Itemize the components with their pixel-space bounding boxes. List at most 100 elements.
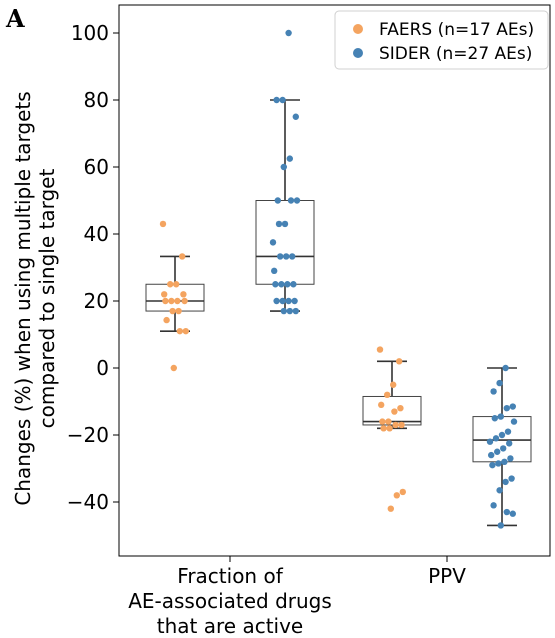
data-point bbox=[179, 253, 186, 260]
data-point bbox=[510, 418, 518, 425]
data-point bbox=[284, 281, 291, 288]
data-point bbox=[396, 358, 403, 365]
data-point bbox=[498, 431, 506, 439]
data-point bbox=[182, 327, 189, 335]
legend-label: FAERS (n=17 AEs) bbox=[379, 20, 534, 40]
data-point bbox=[292, 307, 299, 315]
data-point bbox=[291, 297, 298, 305]
y-axis-label-line: compared to single target bbox=[35, 169, 59, 429]
data-point bbox=[501, 458, 508, 465]
data-point bbox=[496, 379, 503, 387]
data-point bbox=[497, 413, 504, 420]
data-point bbox=[391, 408, 398, 415]
data-point bbox=[506, 440, 513, 447]
y-axis-label-line: Changes (%) when using multiple targets bbox=[11, 91, 35, 505]
data-point bbox=[274, 197, 281, 204]
data-point bbox=[175, 307, 182, 315]
data-point bbox=[392, 421, 399, 429]
panel-label: A bbox=[6, 4, 25, 33]
data-point bbox=[509, 403, 516, 410]
data-point bbox=[167, 281, 174, 288]
data-point bbox=[379, 418, 386, 425]
data-point bbox=[504, 428, 512, 435]
data-point bbox=[168, 297, 175, 305]
data-point bbox=[376, 346, 384, 353]
data-point bbox=[174, 297, 181, 305]
data-point bbox=[494, 448, 501, 455]
data-point bbox=[490, 502, 497, 509]
data-point bbox=[495, 460, 502, 467]
data-point bbox=[279, 297, 286, 305]
x-tick-label: PPV bbox=[428, 564, 466, 588]
data-point bbox=[488, 451, 495, 459]
x-tick-label-line: Fraction of bbox=[177, 564, 283, 588]
y-axis-label: Changes (%) when using multiple targetsc… bbox=[11, 91, 59, 505]
plot-frame bbox=[118, 4, 551, 557]
legend-box bbox=[334, 10, 549, 70]
data-point bbox=[269, 239, 277, 246]
data-point bbox=[279, 96, 286, 104]
legend-marker bbox=[353, 24, 363, 34]
data-point bbox=[181, 297, 188, 305]
legend-label: SIDER (n=27 AEs) bbox=[379, 44, 532, 64]
data-point bbox=[169, 307, 176, 315]
y-tick-label: 40 bbox=[84, 222, 109, 246]
x-tick-label-line: AE-associated drugs bbox=[128, 589, 332, 613]
data-point bbox=[286, 307, 293, 315]
data-point bbox=[489, 461, 496, 469]
y-tick-label: 100 bbox=[71, 21, 109, 45]
data-point bbox=[280, 307, 287, 315]
data-point bbox=[159, 220, 167, 228]
data-point bbox=[398, 421, 405, 429]
box-iqr bbox=[362, 395, 422, 426]
data-point bbox=[500, 445, 507, 452]
data-point bbox=[380, 425, 387, 432]
box-iqr bbox=[145, 283, 205, 312]
data-point bbox=[486, 438, 494, 445]
data-point bbox=[273, 297, 280, 305]
x-tick-label-line: PPV bbox=[428, 564, 466, 588]
data-point bbox=[281, 220, 289, 228]
data-point bbox=[509, 510, 516, 517]
data-point bbox=[508, 475, 515, 482]
data-point bbox=[502, 478, 509, 486]
data-point bbox=[492, 435, 500, 442]
y-tick-label: 0 bbox=[96, 356, 109, 380]
data-point bbox=[287, 197, 295, 204]
data-point bbox=[390, 381, 397, 388]
data-point bbox=[283, 253, 290, 260]
data-point bbox=[393, 492, 400, 499]
y-tick-label: −40 bbox=[67, 490, 109, 514]
data-point bbox=[170, 364, 177, 372]
data-point bbox=[386, 425, 393, 432]
data-point bbox=[397, 405, 404, 412]
box-iqr bbox=[472, 416, 532, 463]
data-point bbox=[399, 488, 406, 496]
data-point bbox=[176, 327, 183, 335]
data-point bbox=[496, 487, 503, 494]
legend-marker bbox=[353, 48, 363, 58]
data-point bbox=[378, 401, 385, 409]
data-point bbox=[285, 29, 292, 37]
data-point bbox=[173, 281, 180, 288]
data-point bbox=[290, 281, 297, 288]
data-point bbox=[162, 297, 169, 305]
y-tick-label: −20 bbox=[67, 423, 109, 447]
data-point bbox=[280, 163, 287, 171]
data-point bbox=[292, 113, 299, 120]
data-point bbox=[161, 291, 168, 298]
data-point bbox=[273, 96, 280, 104]
x-tick-label-line: that are active bbox=[157, 614, 303, 638]
data-point bbox=[271, 267, 278, 275]
y-tick-label: 20 bbox=[84, 289, 109, 313]
data-point bbox=[286, 155, 293, 162]
data-point bbox=[503, 508, 510, 516]
data-point bbox=[502, 364, 509, 372]
data-point bbox=[490, 388, 497, 395]
data-point bbox=[293, 197, 301, 204]
y-tick-label: 80 bbox=[84, 88, 109, 112]
data-point bbox=[277, 253, 284, 260]
data-point bbox=[503, 405, 510, 412]
data-point bbox=[384, 391, 391, 398]
